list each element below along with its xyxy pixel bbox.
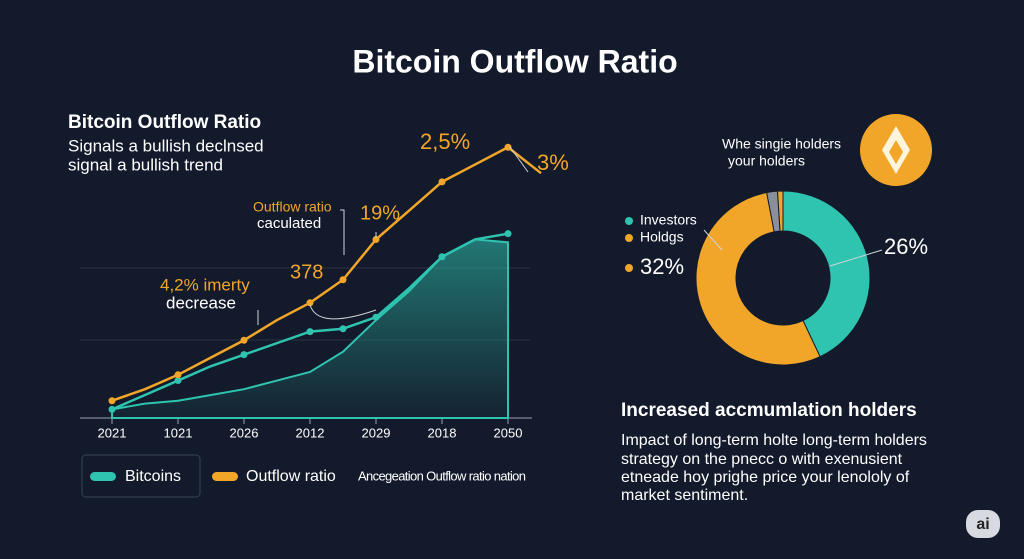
point: [108, 397, 116, 405]
line: [111, 145, 542, 402]
point: [504, 230, 512, 238]
point: [504, 143, 512, 151]
point: [438, 253, 446, 261]
annotation: 3%: [537, 150, 569, 175]
legend-dot: [625, 234, 633, 242]
legend-label: Ancegeation Outflow ratio nation: [358, 468, 526, 483]
section-body: strategy on the pnecc o with exenusient: [621, 451, 903, 468]
legend-box: [81, 454, 201, 498]
point: [240, 336, 248, 344]
legend-label: Investors: [640, 212, 697, 228]
legend-swatch: [90, 472, 116, 481]
pie-slice: [782, 190, 871, 358]
point: [339, 325, 347, 333]
section-body: Impact of long-term holte long-term hold…: [621, 432, 927, 449]
point: [174, 371, 182, 379]
annotation: caculated: [257, 215, 321, 232]
chart-title: Bitcoin Outflow Ratio: [68, 112, 261, 133]
annotation: 4,2% imerty: [160, 275, 250, 294]
legend-label: Bitcoins: [125, 468, 181, 485]
area: [111, 238, 509, 419]
pie-slice: [695, 191, 821, 366]
legend-label: Outflow ratio: [246, 468, 336, 485]
section-heading: Increased accmumlation holders: [621, 400, 917, 421]
section-body: market sentiment.: [621, 487, 748, 504]
annotation-dot: [625, 264, 633, 272]
chart-subtitle: Signals a bullish declnsed: [68, 136, 264, 155]
annotation: 19%: [360, 202, 400, 224]
callout: [257, 146, 529, 325]
annotation: 32%: [640, 254, 684, 279]
legend-swatch: [212, 472, 238, 481]
point: [240, 351, 248, 359]
x-tick-label: 2029: [362, 425, 391, 440]
x-tick-label: 2021: [98, 425, 127, 440]
page-title: Bitcoin Outflow Ratio: [352, 43, 677, 79]
point: [438, 178, 446, 186]
point: [306, 299, 314, 307]
section-body: etneade hoy prighe price your lenololy o…: [621, 469, 910, 486]
x-tick-label: 2018: [428, 425, 457, 440]
point: [372, 313, 380, 321]
point: [174, 377, 182, 385]
legend-dot: [625, 217, 633, 225]
callout-arrow: [309, 304, 377, 320]
x-tick-label: 2050: [494, 425, 523, 440]
point: [339, 276, 347, 284]
annotation: 2,5%: [420, 129, 470, 154]
annotation: 378: [290, 261, 323, 283]
badge: [966, 510, 1000, 538]
note: your holders: [728, 153, 805, 169]
annotation: 26%: [884, 234, 928, 259]
x-tick-label: 2012: [296, 425, 325, 440]
chart-subtitle: signal a bullish trend: [68, 155, 223, 174]
annotation: Outflow ratio: [253, 199, 332, 215]
legend-label: Holdgs: [640, 229, 684, 245]
badge-text: ai: [976, 516, 989, 533]
pie-slice: [777, 190, 784, 232]
icon: [860, 114, 932, 186]
x-tick-label: 2026: [230, 425, 259, 440]
callout: [703, 229, 883, 267]
icon-glyph: [882, 126, 910, 174]
point: [372, 235, 380, 243]
note: Whe singie holders: [722, 136, 841, 152]
annotation: decrease: [166, 293, 236, 312]
x-tick-label: 1021: [164, 425, 193, 440]
point: [108, 405, 116, 413]
point: [306, 328, 314, 336]
